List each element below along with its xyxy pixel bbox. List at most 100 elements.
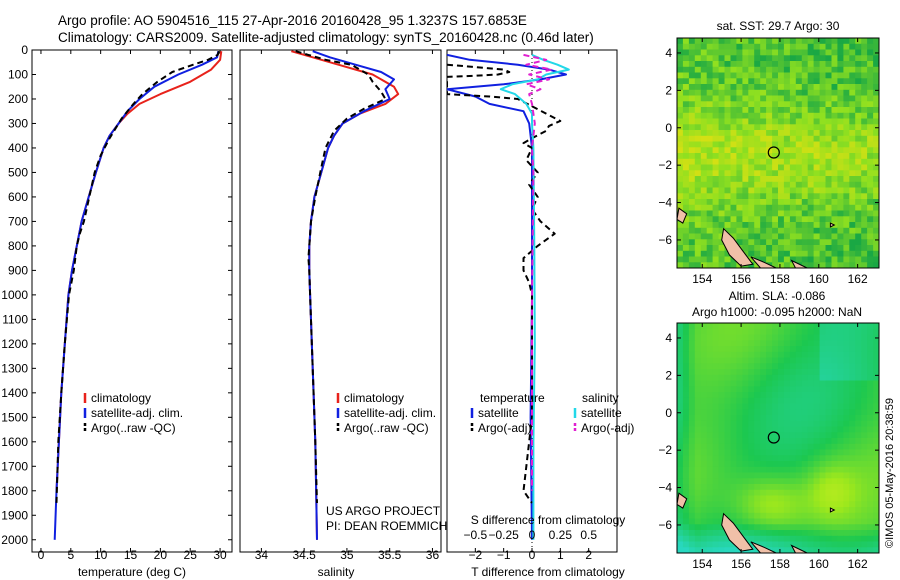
heatmap-cell <box>813 262 821 268</box>
heatmap-cell <box>843 501 850 508</box>
heatmap-cell <box>706 461 714 468</box>
heatmap-cell <box>718 135 726 143</box>
heatmap-cell <box>772 461 779 468</box>
heatmap-cell <box>801 49 809 56</box>
heatmap-cell <box>682 55 690 62</box>
heatmap-cell <box>712 181 720 189</box>
heatmap-cell <box>849 501 856 508</box>
heatmap-cell <box>807 438 815 445</box>
heatmap-cell <box>712 38 720 45</box>
heatmap-cell <box>861 449 868 456</box>
heatmap-cell <box>819 392 827 399</box>
heatmap-cell <box>730 547 737 553</box>
heatmap-cell <box>819 262 827 268</box>
heatmap-cell <box>766 72 773 79</box>
heatmap-cell <box>736 153 743 160</box>
x-tick-label: 10 <box>94 548 108 562</box>
heatmap-cell <box>819 43 827 51</box>
heatmap-cell <box>742 512 749 520</box>
heatmap-cell <box>843 466 850 474</box>
depth-tick-label: 900 <box>8 263 28 277</box>
heatmap-cell <box>694 420 702 428</box>
heatmap-cell <box>742 357 749 364</box>
heatmap-cell <box>867 181 874 189</box>
heatmap-cell <box>801 72 809 79</box>
heatmap-cell <box>748 547 755 553</box>
heatmap-cell <box>861 95 868 102</box>
heatmap-cell <box>861 262 868 268</box>
heatmap-cell <box>766 334 773 341</box>
legend-label: climatology <box>344 391 404 405</box>
heatmap-cell <box>855 334 862 341</box>
heatmap-cell <box>819 472 827 479</box>
series-line-satellite-adj-clim- <box>53 51 220 540</box>
heatmap-cell <box>789 346 797 353</box>
heatmap-cell <box>843 403 850 410</box>
heatmap-cell <box>766 351 773 359</box>
heatmap-cell <box>831 530 838 537</box>
heatmap-cell <box>831 95 838 102</box>
heatmap-cell <box>700 432 708 439</box>
heatmap-cell <box>706 489 714 497</box>
heatmap-cell <box>742 420 749 428</box>
heatmap-cell <box>712 72 720 79</box>
heatmap-cell <box>807 66 815 74</box>
heatmap-cell <box>760 363 767 370</box>
heatmap-cell <box>682 340 690 347</box>
heatmap-cell <box>795 449 803 456</box>
heatmap-cell <box>748 233 755 240</box>
heatmap-cell <box>789 501 797 508</box>
heatmap-cell <box>825 38 832 45</box>
heatmap-cell <box>801 176 809 183</box>
heatmap-cell <box>748 328 755 336</box>
heatmap-cell <box>682 204 690 212</box>
heatmap-cell <box>712 438 720 445</box>
heatmap-cell <box>736 43 743 51</box>
heatmap-cell <box>789 256 797 263</box>
heatmap-cell <box>801 262 809 268</box>
heatmap-cell <box>795 524 803 531</box>
heatmap-cell <box>867 107 874 114</box>
heatmap-cell <box>730 432 737 439</box>
heatmap-cell <box>855 438 862 445</box>
heatmap-cell <box>677 466 684 474</box>
heatmap-cell <box>712 328 720 336</box>
heatmap-cell <box>783 374 791 382</box>
map-y-tick-label: 2 <box>665 368 672 382</box>
heatmap-cell <box>873 118 879 125</box>
heatmap-cell <box>766 101 773 108</box>
heatmap-cell <box>819 369 827 376</box>
heatmap-cell <box>801 95 809 102</box>
heatmap-cell <box>766 472 773 479</box>
map-x-tick-label: 158 <box>770 272 790 286</box>
heatmap-cell <box>789 409 797 416</box>
heatmap-cell <box>724 101 731 108</box>
heatmap-cell <box>855 461 862 468</box>
heatmap-cell <box>783 380 791 387</box>
heatmap-cell <box>677 43 684 51</box>
heatmap-cell <box>700 466 708 474</box>
heatmap-cell <box>736 124 743 131</box>
heatmap-cell <box>861 245 868 252</box>
heatmap-cell <box>801 250 809 258</box>
heatmap-cell <box>837 334 844 341</box>
heatmap-cell <box>730 262 737 268</box>
heatmap-cell <box>682 409 690 416</box>
heatmap-cell <box>688 141 696 148</box>
heatmap-cell <box>813 530 821 537</box>
heatmap-cell <box>867 432 874 439</box>
heatmap-cell <box>712 323 720 330</box>
heatmap-cell <box>861 72 868 79</box>
heatmap-cell <box>778 357 785 364</box>
heatmap-cell <box>825 193 832 200</box>
heatmap-cell <box>718 351 726 359</box>
heatmap-cell <box>831 449 838 456</box>
heatmap-cell <box>807 461 815 468</box>
heatmap-cell <box>843 187 850 194</box>
heatmap-cell <box>730 130 737 137</box>
heatmap-cell <box>712 518 720 525</box>
heatmap-cell <box>861 239 868 246</box>
heatmap-cell <box>837 256 844 263</box>
heatmap-cell <box>754 438 761 445</box>
heatmap-cell <box>855 124 862 131</box>
